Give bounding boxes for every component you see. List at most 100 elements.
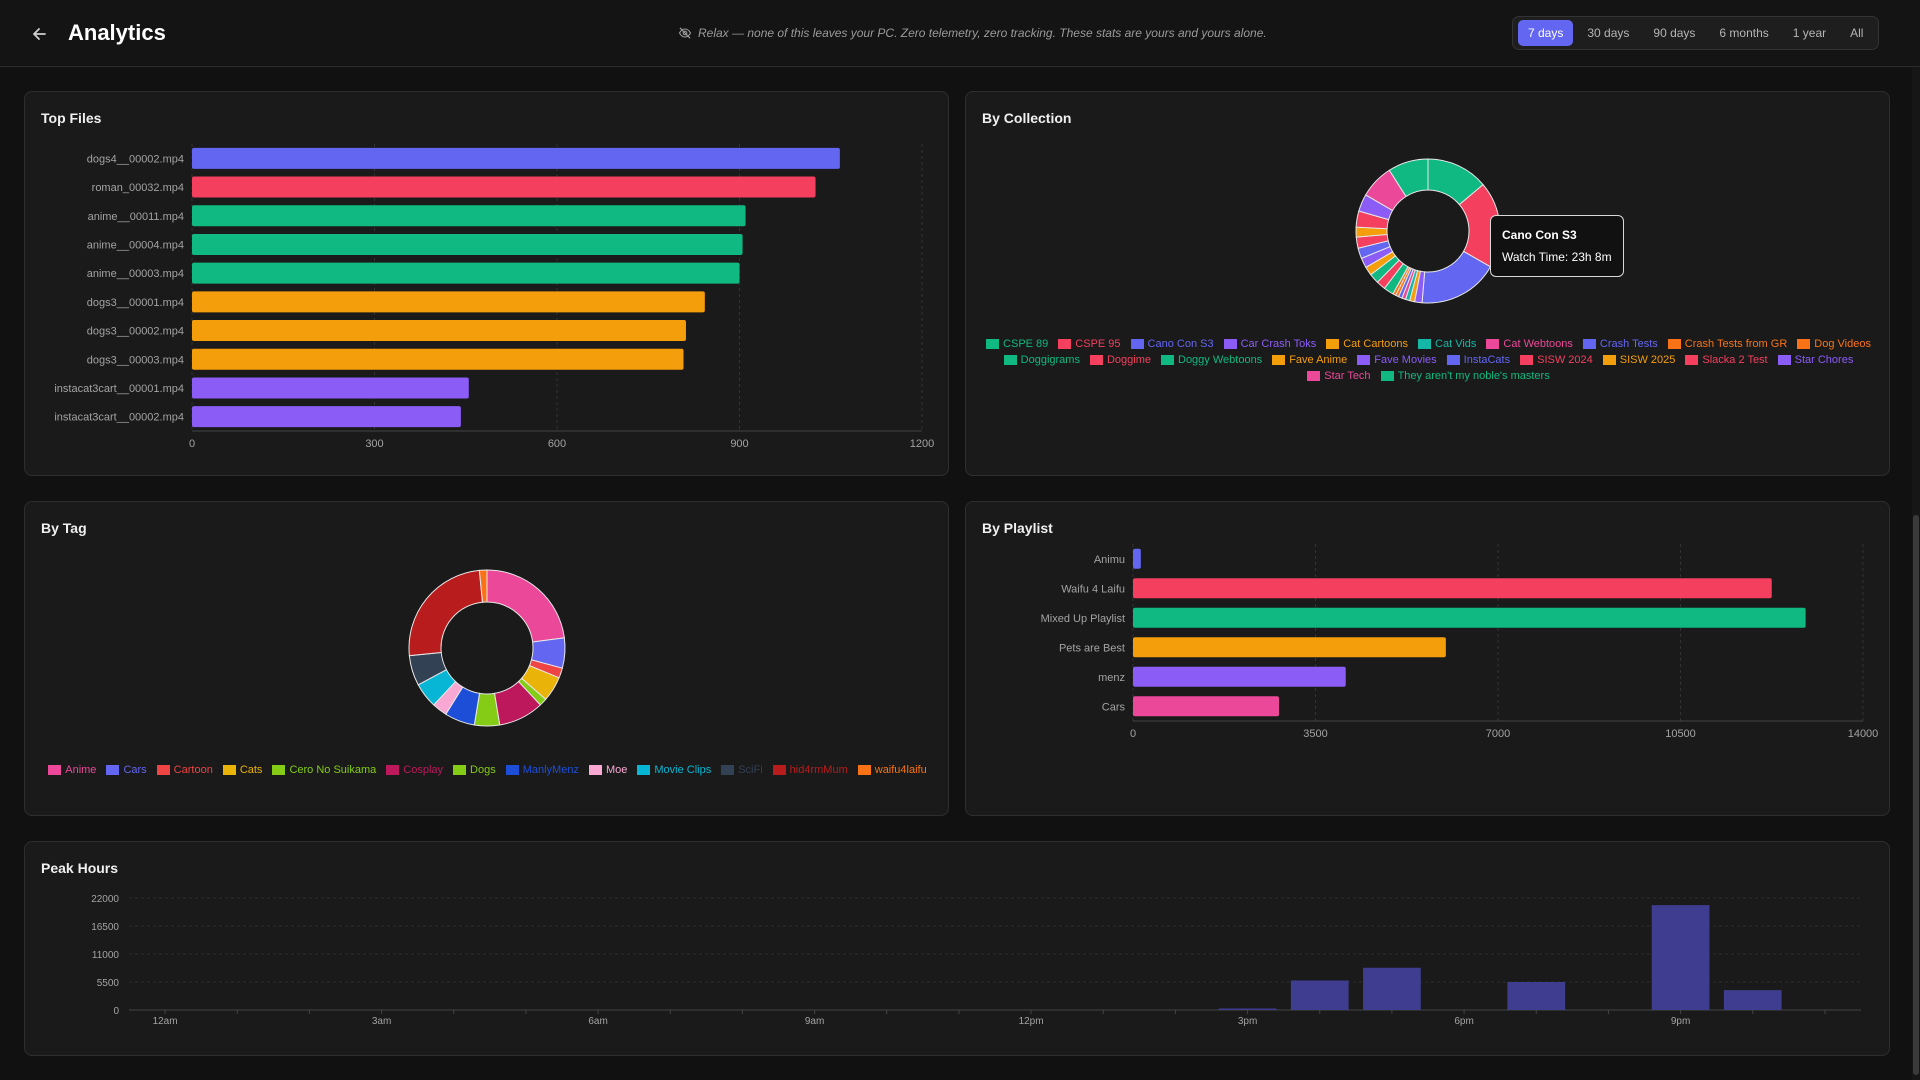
legend-swatch	[1326, 339, 1340, 349]
range-6-months-button[interactable]: 6 months	[1719, 26, 1769, 40]
by-tag-title: By Tag	[41, 520, 87, 536]
legend-item[interactable]: Doggigrams	[1003, 354, 1080, 366]
legend-item[interactable]: Crash Tests	[1582, 338, 1658, 350]
playlist-bar-chart: 0 3500 7000 10500 14000 Animu Waifu 4 Laifu Mix…	[1041, 544, 1878, 740]
legend-label: Doggime	[1106, 354, 1151, 366]
legend-item[interactable]: SciFi	[721, 764, 763, 776]
legend-label: hid4rmMum	[789, 764, 848, 776]
bar	[192, 233, 743, 255]
page-scrollbar-thumb[interactable]	[1913, 515, 1919, 1075]
bar	[1507, 982, 1566, 1010]
legend-label: Cano Con S3	[1147, 338, 1214, 350]
legend-item[interactable]: Fave Movies	[1357, 354, 1437, 366]
legend-item[interactable]: They aren't my noble's masters	[1380, 370, 1550, 382]
y-tick-label: 5500	[97, 978, 120, 989]
top-files-title: Top Files	[41, 110, 102, 126]
category-label: Mixed Up Playlist	[1041, 613, 1125, 625]
legend-swatch	[1418, 339, 1432, 349]
legend-swatch	[106, 765, 120, 775]
legend-item[interactable]: SISW 2025	[1602, 354, 1676, 366]
legend-item[interactable]: Fave Anime	[1272, 354, 1347, 366]
legend-item[interactable]: Cano Con S3	[1130, 338, 1214, 350]
time-range-selector: 7 days 30 days 90 days 6 months 1 year A…	[1512, 16, 1880, 50]
legend-swatch	[1797, 339, 1811, 349]
legend-item[interactable]: InstaCats	[1446, 354, 1510, 366]
legend-item[interactable]: Cosplay	[386, 764, 443, 776]
x-tick-label: 300	[365, 438, 383, 450]
legend-item[interactable]: Cat Cartoons	[1326, 338, 1408, 350]
range-30-days-button[interactable]: 30 days	[1587, 26, 1630, 40]
legend-item[interactable]: ManlyMenz	[505, 764, 579, 776]
range-all-button[interactable]: All	[1850, 26, 1864, 40]
legend-swatch	[453, 765, 467, 775]
legend-swatch	[386, 765, 400, 775]
legend-item[interactable]: Dog Videos	[1797, 338, 1871, 350]
legend-item[interactable]: Cat Vids	[1418, 338, 1476, 350]
legend-label: SISW 2025	[1619, 354, 1676, 366]
legend-swatch	[1777, 355, 1791, 365]
legend-item[interactable]: Star Chores	[1777, 354, 1854, 366]
category-label: roman_00032.mp4	[92, 182, 184, 194]
legend-swatch	[1058, 339, 1072, 349]
legend-item[interactable]: Cero No Suikama	[272, 764, 376, 776]
legend-item[interactable]: Doggime	[1089, 354, 1151, 366]
legend-swatch	[1380, 371, 1394, 381]
range-7-days-button[interactable]: 7 days	[1518, 20, 1574, 46]
bar	[1290, 980, 1349, 1010]
x-tick-label: 12pm	[1019, 1016, 1044, 1027]
legend-swatch	[1582, 339, 1596, 349]
x-tick-label: 900	[730, 438, 748, 450]
y-tick-label: 0	[113, 1006, 119, 1017]
x-tick-label: 12am	[153, 1016, 178, 1027]
legend-label: Crash Tests from GR	[1684, 338, 1788, 350]
legend-swatch	[1307, 371, 1321, 381]
range-1-year-button[interactable]: 1 year	[1792, 26, 1827, 40]
bar	[1133, 548, 1141, 569]
donut-slice	[408, 569, 484, 657]
bar	[1133, 666, 1346, 687]
x-tick-label: 0	[1130, 728, 1136, 740]
legend-item[interactable]: Star Tech	[1307, 370, 1371, 382]
legend-swatch	[1003, 355, 1017, 365]
legend-item[interactable]: Slacka 2 Test	[1685, 354, 1768, 366]
range-90-days-button[interactable]: 90 days	[1653, 26, 1696, 40]
legend-label: SISW 2024	[1537, 354, 1593, 366]
legend-swatch	[1602, 355, 1616, 365]
bar	[192, 176, 816, 198]
legend-item[interactable]: hid4rmMum	[772, 764, 848, 776]
legend-item[interactable]: SISW 2024	[1520, 354, 1593, 366]
top-files-chart: 0 300 600 900 1200 dogs4__00002.mp4 roman_0003…	[54, 144, 934, 450]
legend-item[interactable]: waifu4laifu	[857, 764, 927, 776]
top-bar: Analytics Relax — none of this leaves yo…	[0, 0, 1920, 67]
legend-item[interactable]: Dogs	[453, 764, 496, 776]
legend-item[interactable]: Anime	[48, 764, 96, 776]
legend-item[interactable]: Moe	[588, 764, 627, 776]
legend-label: Dogs	[470, 764, 496, 776]
category-label: anime__00011.mp4	[88, 211, 184, 223]
category-label: dogs4__00002.mp4	[87, 153, 184, 165]
legend-item[interactable]: Car Crash Toks	[1223, 338, 1316, 350]
x-tick-label: 3am	[372, 1016, 391, 1027]
bar	[192, 147, 840, 169]
legend-label: Star Chores	[1794, 354, 1854, 366]
legend-item[interactable]: CSPE 89	[986, 338, 1048, 350]
legend-item[interactable]: Crash Tests from GR	[1667, 338, 1788, 350]
legend-swatch	[1520, 355, 1534, 365]
legend-item[interactable]: CSPE 95	[1058, 338, 1121, 350]
legend-item[interactable]: Cats	[222, 764, 262, 776]
legend-item[interactable]: Cat Webtoons	[1486, 338, 1573, 350]
legend-label: Movie Clips	[654, 764, 712, 776]
legend-label: Cat Webtoons	[1503, 338, 1573, 350]
legend-swatch	[1130, 339, 1144, 349]
back-button[interactable]	[24, 18, 56, 50]
legend-item[interactable]: Cars	[106, 764, 147, 776]
legend-swatch	[222, 765, 236, 775]
bar	[192, 377, 469, 399]
legend-item[interactable]: Doggy Webtoons	[1161, 354, 1262, 366]
legend-item[interactable]: Cartoon	[156, 764, 213, 776]
legend-label: waifu4laifu	[874, 764, 927, 776]
legend-item[interactable]: Movie Clips	[637, 764, 711, 776]
by-collection-title: By Collection	[982, 110, 1072, 126]
legend-label: SciFi	[738, 764, 763, 776]
bar	[1363, 967, 1421, 1010]
